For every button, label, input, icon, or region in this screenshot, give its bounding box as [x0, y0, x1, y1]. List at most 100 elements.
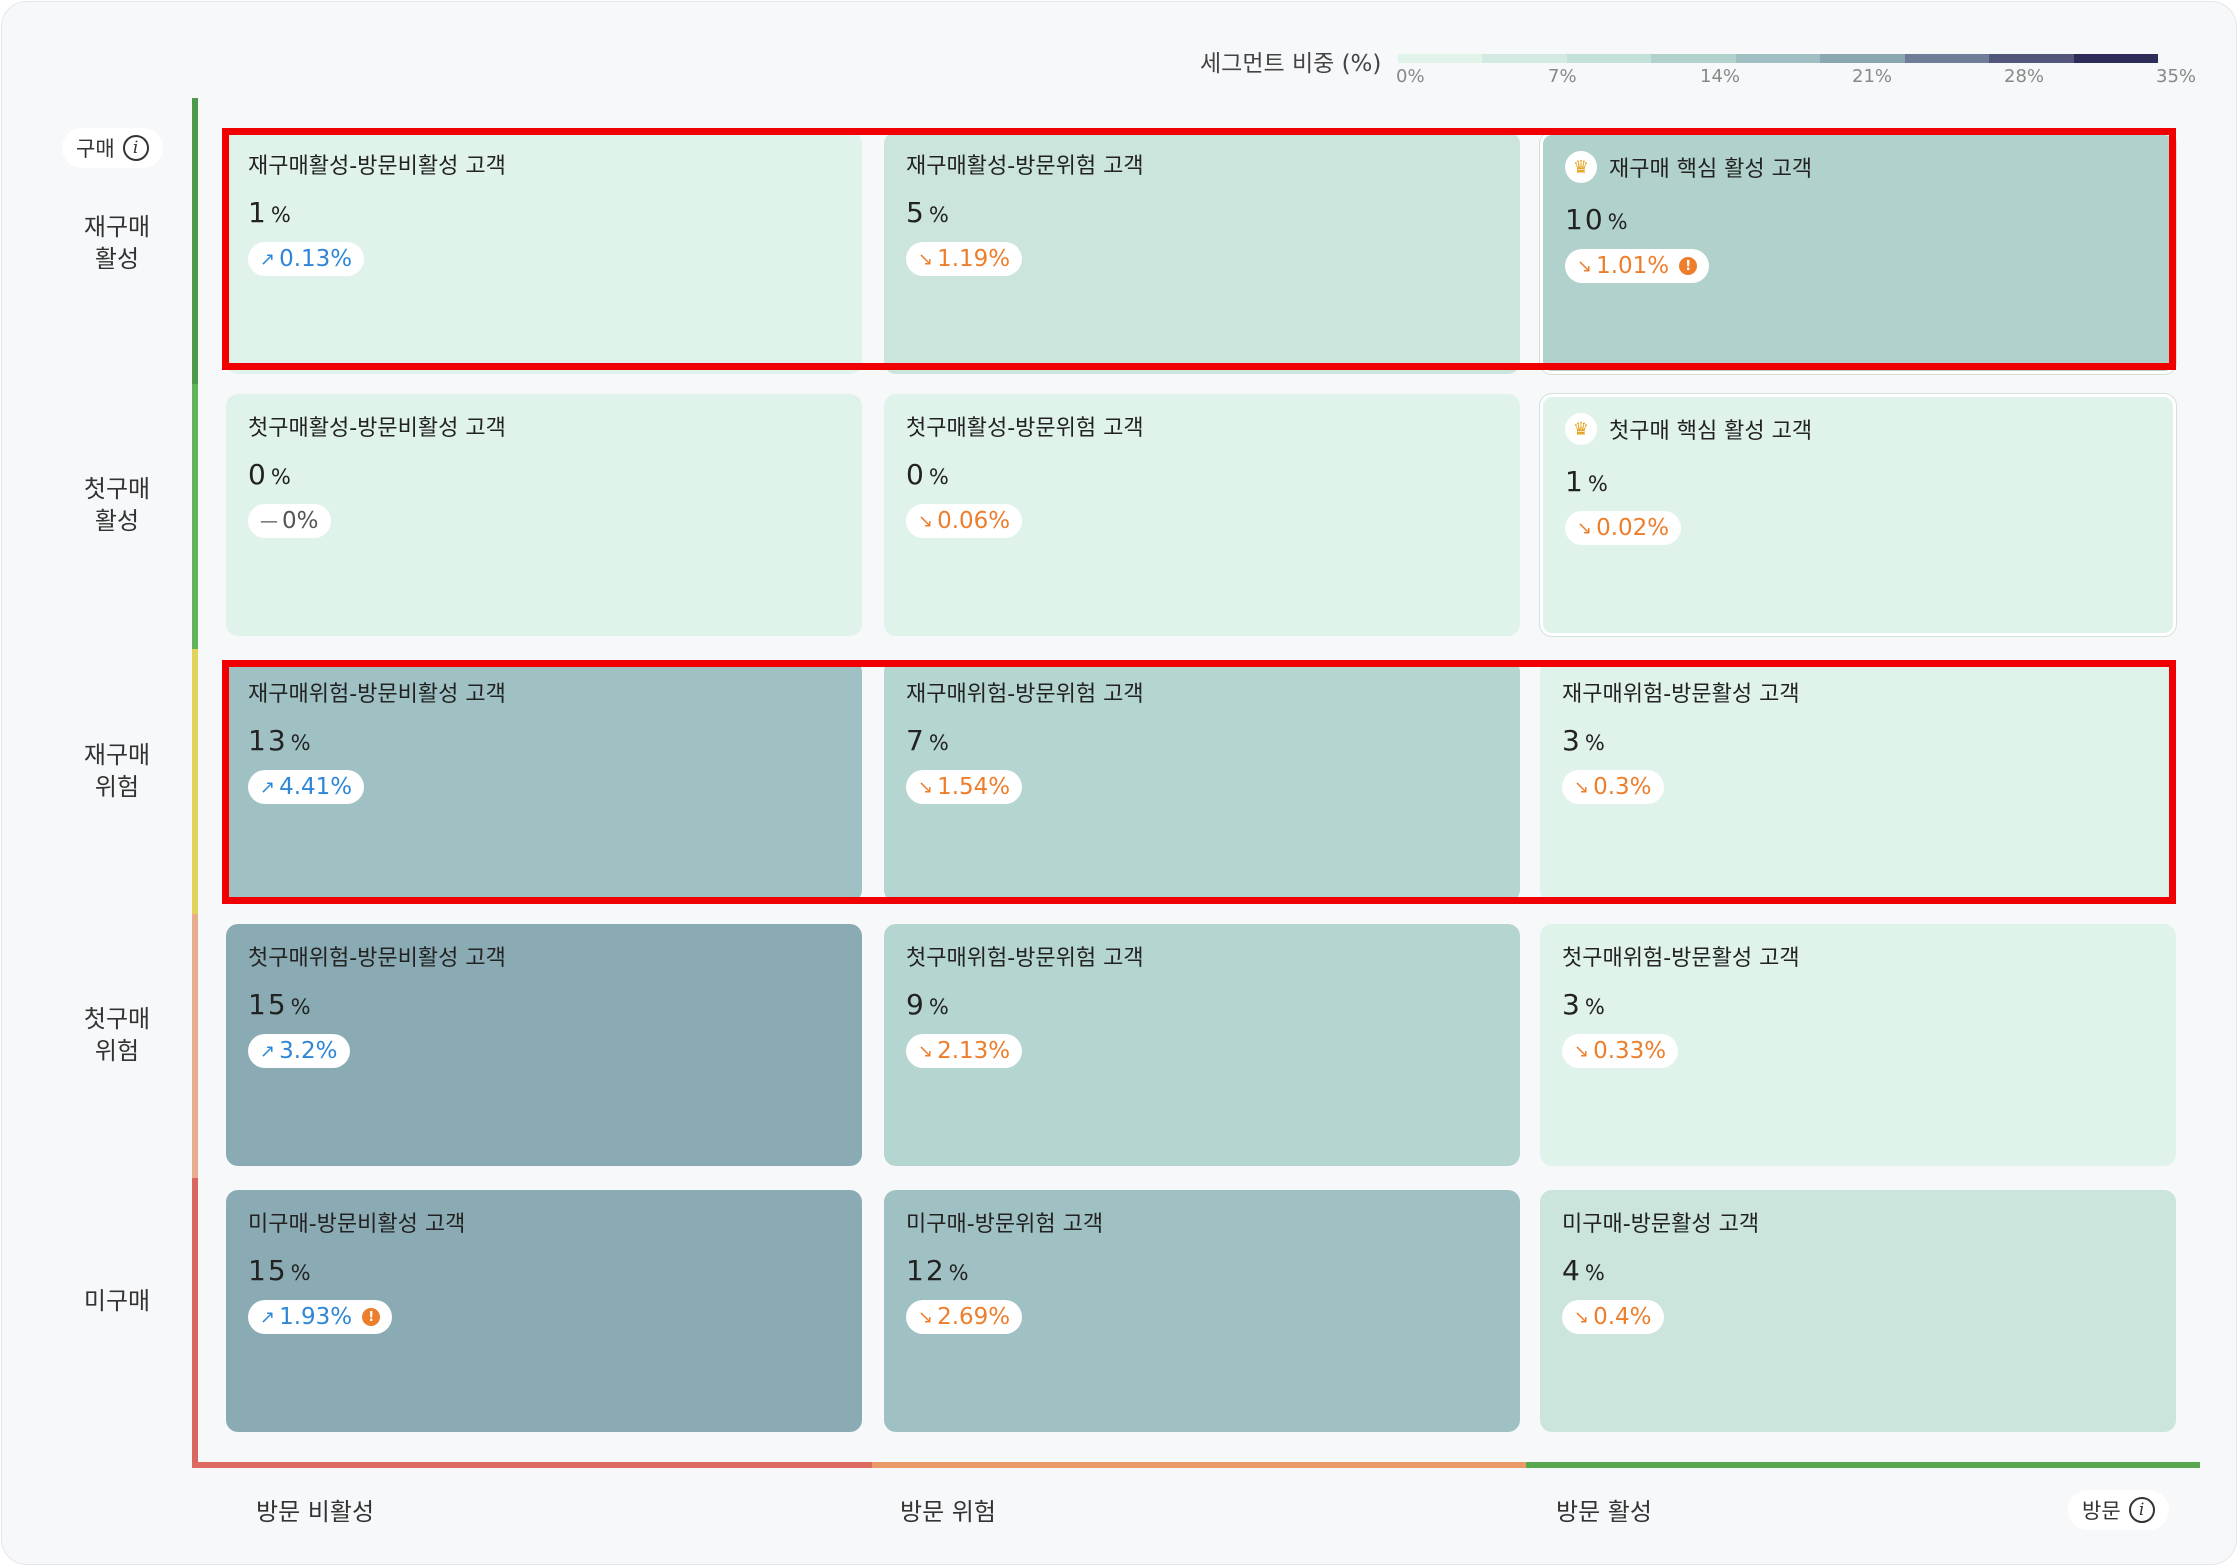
column-label: 방문 비활성 [256, 1498, 375, 1526]
trend-up-icon: ↗ [260, 1306, 276, 1328]
change-value: 0.33% [1593, 1038, 1667, 1064]
share-number: 4 [1562, 1254, 1582, 1287]
share-unit: % [1587, 472, 1610, 496]
segment-card[interactable]: 첫구매위험-방문비활성 고객 15% ↗ 3.2% [226, 924, 862, 1166]
segment-title-text: 첫구매 핵심 활성 고객 [1609, 419, 1813, 444]
segment-title-text: 재구매활성-방문위험 고객 [906, 154, 1144, 179]
segment-card[interactable]: 첫구매위험-방문활성 고객 3% ↘ 0.33% [1540, 924, 2176, 1166]
share-unit: % [928, 465, 951, 489]
share-number: 3 [1562, 724, 1582, 757]
segment-card[interactable]: 첫구매활성-방문위험 고객 0% ↘ 0.06% [884, 394, 1520, 636]
segment-title-text: 첫구매위험-방문비활성 고객 [248, 946, 506, 971]
share-number: 15 [248, 1254, 288, 1287]
share-number: 15 [248, 988, 288, 1021]
segment-card[interactable]: 미구매-방문비활성 고객 15% ↗ 1.93%! [226, 1190, 862, 1432]
segment-title: 첫구매활성-방문위험 고객 [906, 410, 1144, 442]
segment-share-value: 9% [906, 988, 951, 1021]
segment-card[interactable]: 미구매-방문위험 고객 12% ↘ 2.69% [884, 1190, 1520, 1432]
segment-share-value: 4% [1562, 1254, 1607, 1287]
segment-card[interactable]: 미구매-방문활성 고객 4% ↘ 0.4% [1540, 1190, 2176, 1432]
warning-icon[interactable]: ! [1679, 257, 1698, 275]
segment-share-value: 13% [248, 724, 313, 757]
x-axis-info-chip[interactable]: 방문 i [2068, 1490, 2169, 1530]
change-badge: ↗ 1.93%! [248, 1300, 393, 1334]
segment-share-value: 3% [1562, 724, 1607, 757]
column-label: 방문 위험 [900, 1498, 996, 1526]
segment-title-text: 미구매-방문비활성 고객 [248, 1212, 466, 1237]
share-number: 0 [248, 458, 268, 491]
change-badge: ↘ 2.13% [906, 1034, 1023, 1068]
segment-card[interactable]: 첫구매위험-방문위험 고객 9% ↘ 2.13% [884, 924, 1520, 1166]
change-badge: ↘ 2.69% [906, 1300, 1023, 1334]
segment-card[interactable]: ♛ 첫구매 핵심 활성 고객 1% ↘ 0.02% [1539, 393, 2177, 637]
segment-card[interactable]: 재구매활성-방문비활성 고객 1% ↗ 0.13% [226, 132, 862, 374]
warning-icon[interactable]: ! [362, 1308, 381, 1326]
segment-title: 첫구매위험-방문활성 고객 [1562, 940, 1800, 972]
segment-share-value: 3% [1562, 988, 1607, 1021]
segment-card[interactable]: 재구매위험-방문활성 고객 3% ↘ 0.3% [1540, 660, 2176, 902]
y-axis-segment [192, 914, 198, 1178]
legend-swatch [1651, 54, 1736, 63]
change-value: 0.3% [1593, 774, 1652, 800]
share-unit: % [290, 1261, 313, 1285]
change-value: 4.41% [279, 774, 353, 800]
segment-title-text: 첫구매위험-방문활성 고객 [1562, 946, 1800, 971]
info-icon[interactable]: i [2128, 1497, 2155, 1523]
change-value: 1.01% [1596, 253, 1670, 279]
trend-up-icon: ↗ [260, 1040, 276, 1062]
row-label: 재구매 활성 [83, 213, 151, 273]
legend-swatch [1989, 54, 2074, 63]
trend-down-icon: ↘ [918, 248, 934, 270]
segment-title: 첫구매활성-방문비활성 고객 [248, 410, 506, 442]
segment-card[interactable]: ♛ 재구매 핵심 활성 고객 10% ↘ 1.01%! [1539, 131, 2177, 375]
legend-swatch [1904, 54, 1990, 63]
segment-title-text: 재구매활성-방문비활성 고객 [248, 154, 506, 179]
segment-share-value: 7% [906, 724, 951, 757]
y-axis-info-chip[interactable]: 구매 i [62, 128, 163, 168]
segment-card[interactable]: 첫구매활성-방문비활성 고객 0% —0% [226, 394, 862, 636]
change-value: 0.06% [937, 508, 1011, 534]
segment-share-value: 15% [248, 988, 313, 1021]
share-number: 13 [248, 724, 288, 757]
share-unit: % [1584, 995, 1607, 1019]
share-number: 3 [1562, 988, 1582, 1021]
segment-title-text: 미구매-방문위험 고객 [906, 1212, 1104, 1237]
y-axis-segment [192, 649, 198, 914]
trend-down-icon: ↘ [918, 1040, 934, 1062]
segment-title: ♛ 첫구매 핵심 활성 고객 [1565, 413, 1812, 445]
trend-up-icon: ↗ [260, 776, 276, 798]
change-badge: ↘ 1.54% [906, 770, 1023, 804]
share-number: 0 [906, 458, 926, 491]
legend-swatch [1566, 54, 1652, 63]
segment-share-value: 5% [906, 196, 951, 229]
segment-share-value: 10% [1565, 203, 1630, 236]
segment-card[interactable]: 재구매위험-방문비활성 고객 13% ↗ 4.41% [226, 660, 862, 902]
y-axis-segment [192, 384, 198, 649]
change-value: 0.02% [1596, 515, 1670, 541]
change-badge: ↗ 0.13% [248, 242, 365, 276]
trend-down-icon: ↘ [918, 1306, 934, 1328]
share-unit: % [948, 1261, 971, 1285]
change-badge: ↘ 1.01%! [1565, 249, 1710, 283]
change-value: 0.4% [1593, 1304, 1652, 1330]
change-value: 1.93% [279, 1304, 353, 1330]
segment-title: 재구매위험-방문위험 고객 [906, 676, 1144, 708]
trend-down-icon: ↘ [1577, 517, 1593, 539]
change-value: 2.69% [937, 1304, 1011, 1330]
segment-title-text: 재구매위험-방문비활성 고객 [248, 682, 506, 707]
segment-share-value: 12% [906, 1254, 971, 1287]
segment-card[interactable]: 재구매활성-방문위험 고객 5% ↘ 1.19% [884, 132, 1520, 374]
crown-icon: ♛ [1565, 151, 1597, 183]
legend-tick-label: 28% [2004, 66, 2045, 87]
segment-share-value: 15% [248, 1254, 313, 1287]
segment-title-text: 재구매 핵심 활성 고객 [1609, 157, 1813, 182]
x-axis-segment [872, 1462, 1526, 1468]
segment-card[interactable]: 재구매위험-방문위험 고객 7% ↘ 1.54% [884, 660, 1520, 902]
change-value: 3.2% [279, 1038, 338, 1064]
change-value: 0% [282, 508, 319, 534]
segment-share-value: 0% [906, 458, 951, 491]
trend-down-icon: ↘ [1577, 255, 1593, 277]
info-icon[interactable]: i [122, 135, 149, 161]
trend-flat-icon: — [260, 510, 278, 532]
segment-title: 재구매활성-방문비활성 고객 [248, 148, 506, 180]
